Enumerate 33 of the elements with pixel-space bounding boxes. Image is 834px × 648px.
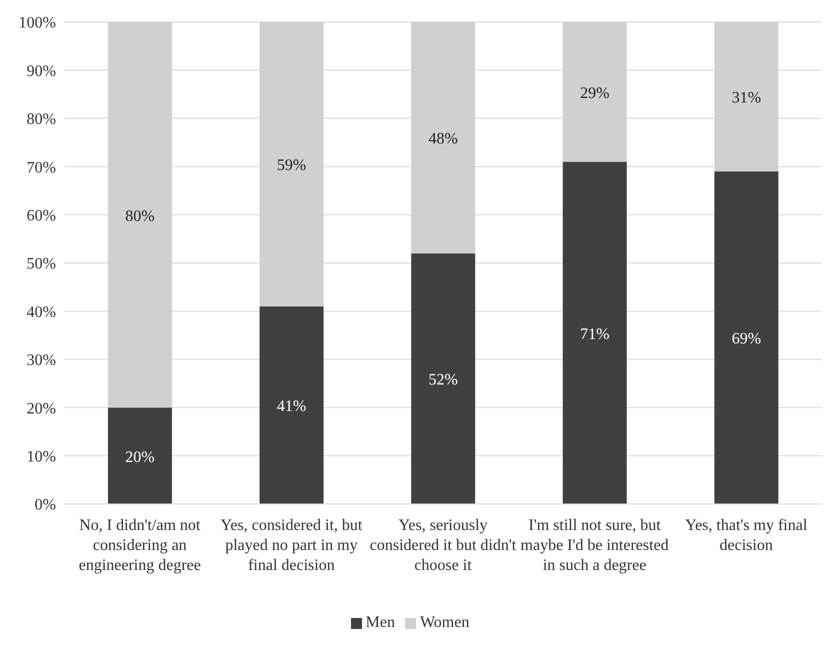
x-tick-label: Yes, that's my final decision	[685, 517, 808, 554]
data-label: 80%	[125, 208, 155, 225]
data-label: 52%	[428, 372, 458, 389]
bar	[108, 408, 172, 504]
legend-label: Men	[366, 614, 395, 631]
y-tick-label: 10%	[26, 448, 56, 466]
y-tick-label: 90%	[26, 62, 56, 80]
bar	[411, 253, 476, 504]
x-tick-label: Yes, considered it, but played no part in my final decision	[220, 517, 363, 574]
data-label: 29%	[580, 84, 610, 102]
y-tick-label: 0%	[34, 496, 56, 514]
y-tick-label: 40%	[26, 304, 56, 321]
data-label: 59%	[276, 157, 306, 174]
x-tick-label: Yes, seriously considered it but didn't choose it	[370, 517, 517, 574]
y-tick-label: 20%	[26, 400, 56, 418]
bar	[562, 162, 627, 504]
legend-label: Women	[420, 614, 470, 631]
data-label: 71%	[580, 326, 610, 343]
data-label: 48%	[428, 130, 458, 148]
bar	[260, 306, 324, 504]
x-tick-label: No, I didn't/am not considering an engineering degree	[78, 517, 201, 574]
data-label: 31%	[732, 90, 762, 107]
y-tick-label: 50%	[26, 256, 56, 273]
data-label: 20%	[125, 448, 155, 466]
y-tick-label: 80%	[26, 111, 56, 128]
data-label: 69%	[732, 330, 762, 348]
y-tick-label: 70%	[26, 159, 56, 176]
x-tick-label: I'm still not sure, but maybe I'd be interested in such a degree	[520, 517, 669, 574]
y-tick-label: 60%	[26, 207, 56, 224]
bar	[714, 171, 778, 504]
y-tick-label: 30%	[26, 352, 56, 370]
data-label: 41%	[276, 398, 306, 416]
y-tick-label: 100%	[18, 14, 56, 32]
